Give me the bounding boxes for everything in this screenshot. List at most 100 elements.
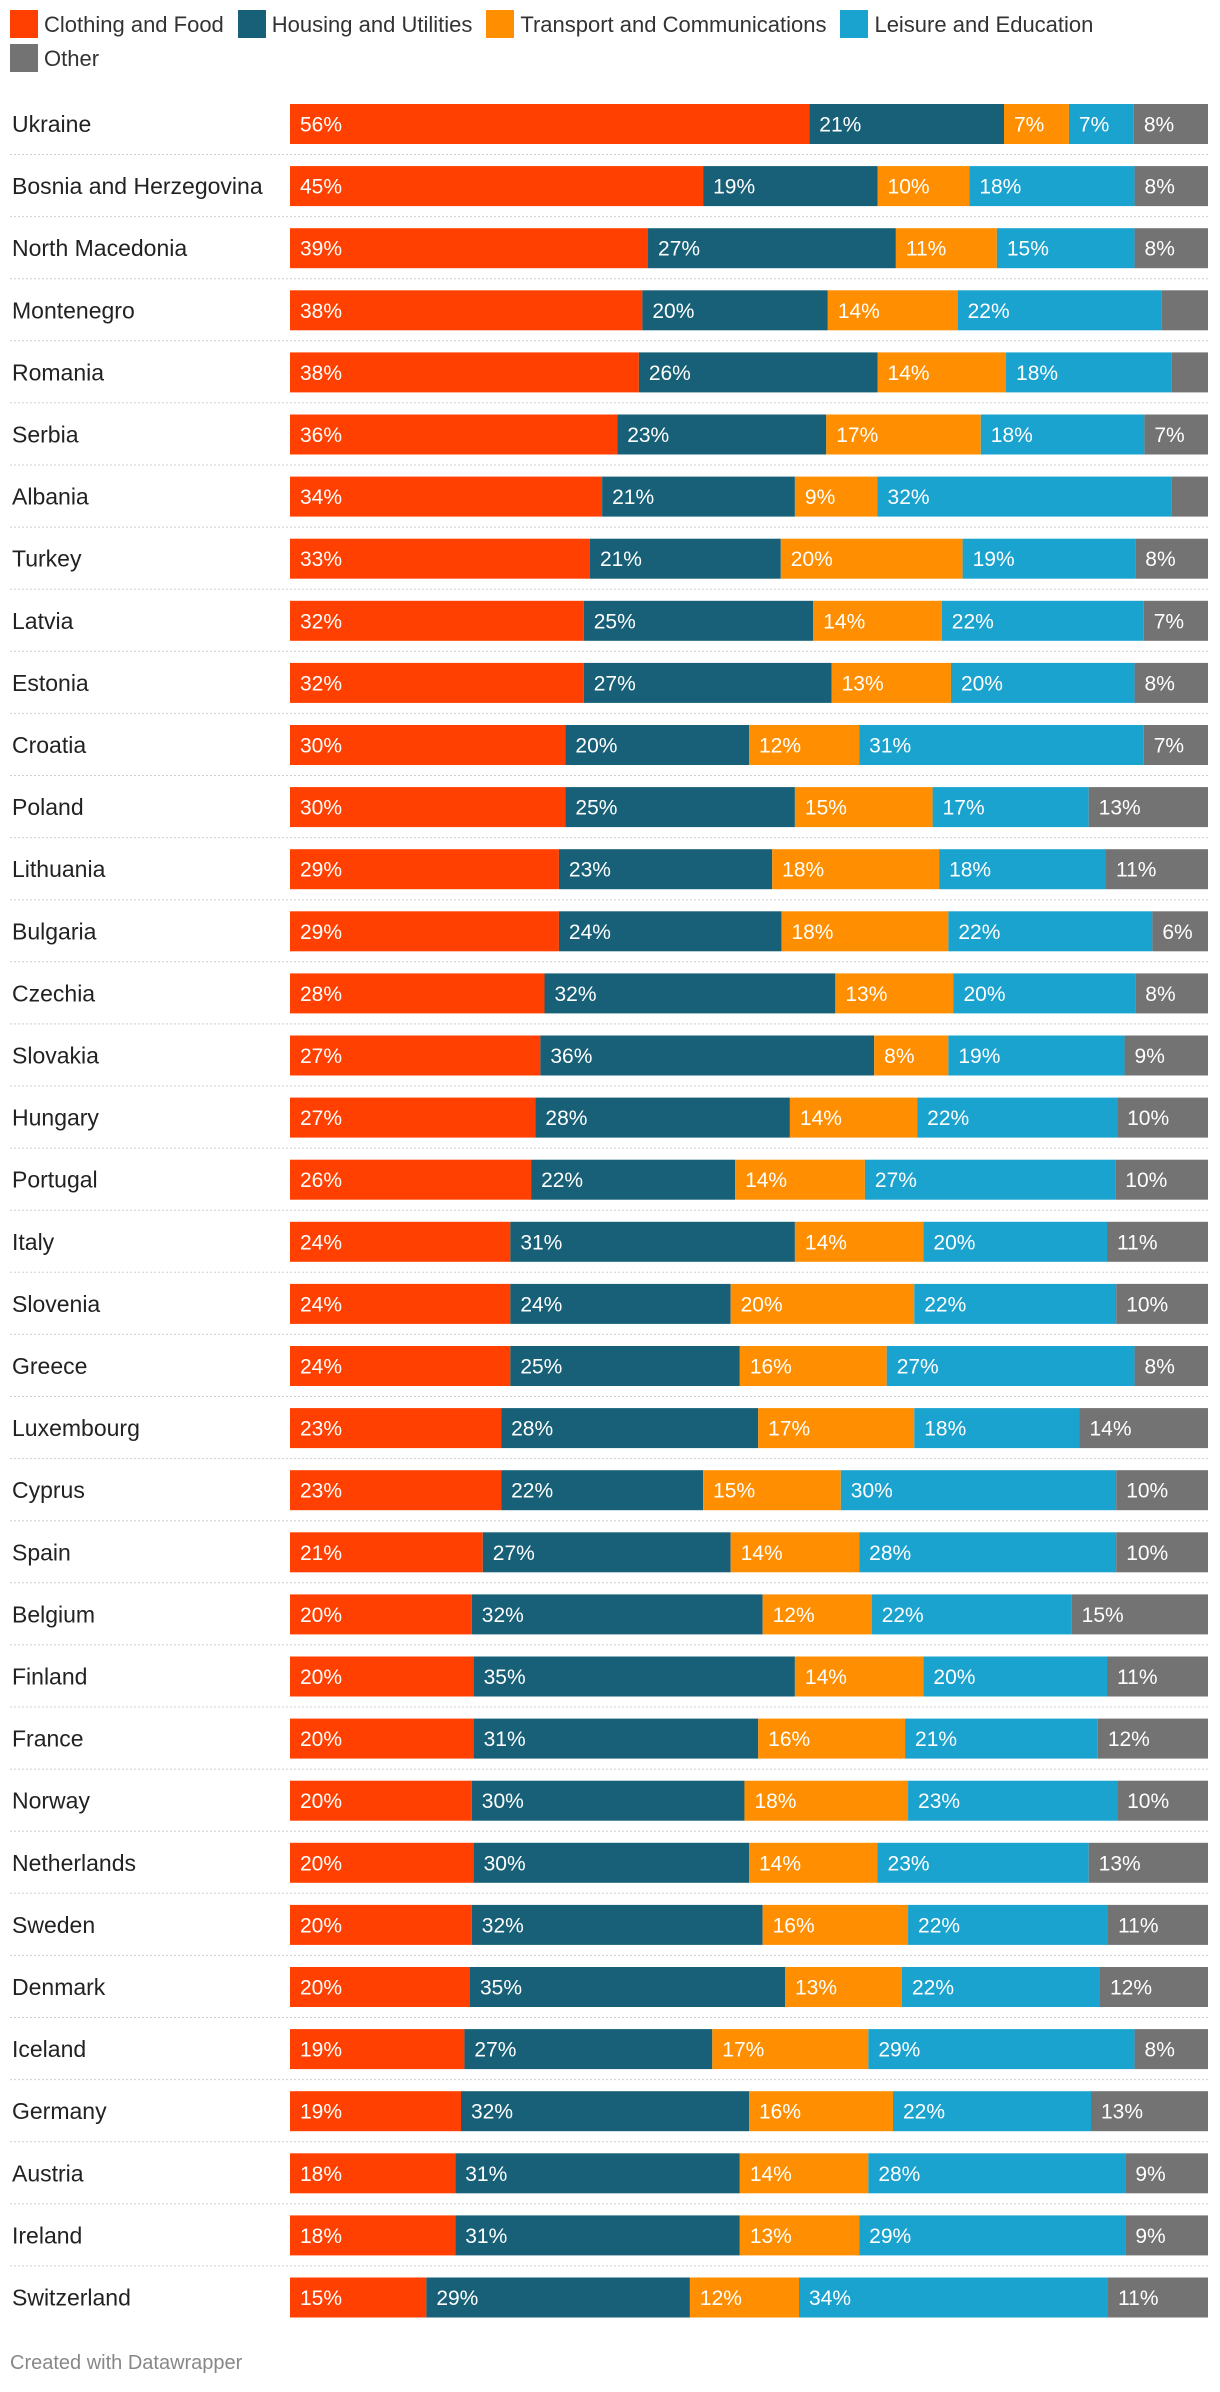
bar-segment-housing-and-utilities: [565, 787, 795, 828]
legend-swatch: [10, 10, 38, 38]
value-label: 10%: [1125, 1169, 1167, 1192]
value-label: 27%: [658, 238, 700, 261]
bar-segment-housing-and-utilities: [461, 2091, 749, 2132]
bar-segment-housing-and-utilities: [471, 1904, 763, 1945]
bar-segment-other: [1171, 476, 1208, 517]
bar-segment-clothing-and-food: [290, 2153, 456, 2194]
value-label: 14%: [759, 1852, 801, 1875]
bar-segment-transport-and-communications: [744, 1780, 909, 1821]
bar-segment-clothing-and-food: [290, 104, 810, 144]
legend-swatch: [10, 44, 38, 72]
bar-segment-leisure-and-education: [980, 414, 1145, 455]
value-label: 14%: [750, 2163, 792, 2186]
bar-segment-clothing-and-food: [290, 1967, 470, 2007]
value-label: 17%: [722, 2039, 764, 2062]
bar-segment-other: [1171, 352, 1208, 393]
bar-segment-transport-and-communications: [895, 228, 997, 269]
bar-segment-clothing-and-food: [290, 849, 559, 890]
legend-item: Clothing and Food: [10, 8, 224, 42]
country-label: Montenegro: [12, 297, 135, 323]
bar-segment-housing-and-utilities: [583, 662, 832, 703]
bar-segment-housing-and-utilities: [510, 1221, 795, 1262]
bar-segment-leisure-and-education: [877, 476, 1172, 517]
bar-segment-other: [1124, 1035, 1208, 1076]
value-label: 26%: [300, 1169, 342, 1192]
bar-segment-leisure-and-education: [917, 1097, 1118, 1138]
bar-segment-other: [1144, 414, 1208, 455]
bar-segment-leisure-and-education: [859, 1532, 1117, 1573]
value-label: 22%: [882, 1604, 924, 1627]
bar-segment-other: [1088, 787, 1208, 828]
value-label: 22%: [541, 1169, 583, 1192]
bar-segment-clothing-and-food: [290, 414, 618, 455]
value-label: 24%: [300, 1293, 342, 1316]
bar-segment-housing-and-utilities: [703, 166, 878, 207]
value-label: 22%: [511, 1480, 553, 1503]
value-label: 13%: [845, 983, 887, 1006]
value-label: 24%: [300, 1231, 342, 1254]
bar-segment-leisure-and-education: [902, 1967, 1100, 2007]
value-label: 20%: [933, 1666, 975, 1689]
value-label: 20%: [300, 1604, 342, 1627]
value-label: 19%: [958, 1045, 1000, 1068]
bar-segment-clothing-and-food: [290, 1470, 502, 1511]
value-label: 34%: [809, 2287, 851, 2310]
value-label: 35%: [480, 1977, 522, 2000]
value-label: 32%: [300, 610, 342, 633]
value-label: 23%: [627, 424, 669, 447]
bar-segment-other: [1091, 2091, 1208, 2132]
legend-item: Housing and Utilities: [237, 8, 472, 42]
bar-segment-other: [1125, 2215, 1208, 2256]
value-label: 22%: [958, 921, 1000, 944]
bar-segment-leisure-and-education: [859, 2215, 1126, 2256]
value-label: 36%: [300, 424, 342, 447]
value-label: 30%: [484, 1852, 526, 1875]
value-label: 27%: [300, 1045, 342, 1068]
value-label: 18%: [949, 859, 991, 882]
value-label: 13%: [1099, 1852, 1141, 1875]
value-label: 14%: [805, 1231, 847, 1254]
value-label: 32%: [300, 672, 342, 695]
value-label: 13%: [1099, 797, 1141, 820]
bar-segment-leisure-and-education: [886, 1346, 1135, 1386]
bar-segment-housing-and-utilities: [473, 1718, 759, 1759]
value-label: 19%: [713, 176, 755, 199]
value-label: 20%: [300, 1852, 342, 1875]
value-label: 22%: [903, 2101, 945, 2124]
bar-segment-other: [1088, 1842, 1208, 1883]
bar-segment-other: [1116, 1470, 1208, 1511]
country-label: Germany: [12, 2098, 107, 2124]
value-label: 8%: [884, 1045, 914, 1068]
country-label: Norway: [12, 1788, 90, 1814]
bar-segment-other: [1107, 1656, 1208, 1697]
bar-segment-leisure-and-education: [914, 1408, 1080, 1449]
bar-segment-transport-and-communications: [735, 1159, 865, 1200]
country-label: Finland: [12, 1664, 87, 1690]
country-label: Ireland: [12, 2222, 82, 2248]
legend-item: Leisure and Education: [840, 8, 1093, 42]
value-label: 16%: [768, 1728, 810, 1751]
bar-segment-leisure-and-education: [798, 2277, 1109, 2318]
bar-segment-housing-and-utilities: [464, 2029, 713, 2070]
bar-segment-leisure-and-education: [996, 228, 1135, 269]
value-label: 9%: [805, 486, 835, 509]
bar-segment-other: [1117, 1780, 1208, 1821]
value-label: 18%: [754, 1790, 796, 1813]
bar-segment-leisure-and-education: [905, 1718, 1098, 1759]
value-label: 34%: [300, 486, 342, 509]
bar-segment-transport-and-communications: [730, 1532, 860, 1573]
value-label: 30%: [851, 1480, 893, 1503]
bar-segment-other: [1134, 2029, 1208, 2070]
bar-segment-leisure-and-education: [950, 662, 1135, 703]
value-label: 20%: [961, 672, 1003, 695]
bar-segment-other: [1143, 600, 1208, 641]
bar-segment-other: [1134, 228, 1208, 269]
value-label: 23%: [569, 859, 611, 882]
value-label: 14%: [745, 1169, 787, 1192]
country-label: Serbia: [12, 422, 79, 448]
value-label: 11%: [1118, 1914, 1158, 1937]
value-label: 14%: [888, 362, 930, 385]
value-label: 27%: [875, 1169, 917, 1192]
bar-segment-clothing-and-food: [290, 1842, 474, 1883]
value-label: 8%: [1144, 114, 1174, 137]
